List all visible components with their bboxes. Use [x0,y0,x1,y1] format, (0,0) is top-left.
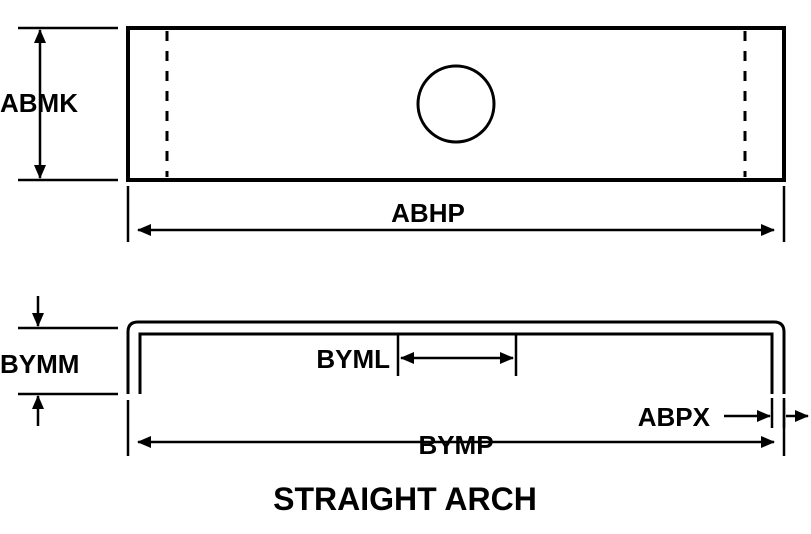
dim-abmk: ABMK [0,28,118,180]
label-abpx: ABPX [638,402,711,432]
dim-abhp: ABHP [128,186,784,242]
label-bymm: BYMM [0,349,79,379]
dim-byml: BYML [316,334,516,376]
center-hole [418,66,494,142]
technical-diagram: ABMK ABHP BYMM BYML BYMP ABPX [0,0,811,534]
dim-abpx: ABPX [638,398,808,432]
label-abmk: ABMK [0,88,78,118]
label-bymp: BYMP [418,430,493,460]
diagram-title: STRAIGHT ARCH [273,481,537,517]
top-view [128,28,784,180]
label-byml: BYML [316,344,390,374]
label-abhp: ABHP [391,198,465,228]
dim-bymm: BYMM [0,296,118,426]
top-rectangle [128,28,784,180]
